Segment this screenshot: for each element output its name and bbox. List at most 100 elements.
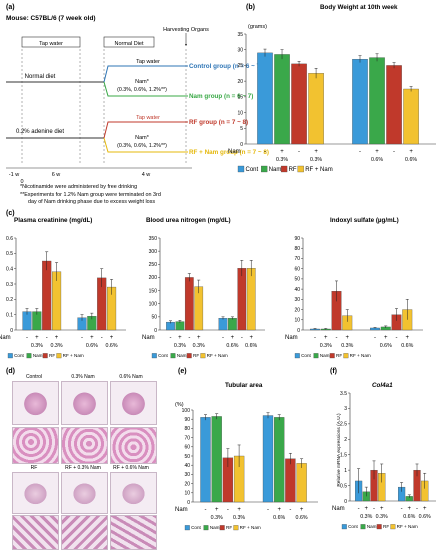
- bar: [262, 415, 274, 503]
- y-tick-label: 0: [240, 142, 243, 148]
- panel-tag: (b): [246, 4, 255, 11]
- panel-tag: (e): [178, 368, 187, 375]
- legend-swatch: [343, 353, 349, 359]
- adenine-diet-label: 0.2% adenine diet: [16, 129, 64, 135]
- nam-sign: +: [405, 335, 409, 341]
- nam-sign: +: [90, 335, 94, 341]
- tap-water-label-1: Tap water: [136, 59, 160, 65]
- time-label: 6 w: [52, 172, 61, 178]
- tap-water-box: [21, 36, 81, 48]
- nam-sign: -: [373, 506, 375, 512]
- legend-label: RF: [193, 353, 199, 358]
- nam-sign: -: [359, 149, 361, 155]
- chart-title: Blood urea nitrogen (mg/dL): [146, 217, 231, 224]
- nam-sign: +: [178, 335, 182, 341]
- y-tick-label: 250: [149, 262, 158, 268]
- y-tick-label: 30: [294, 297, 300, 303]
- histology-zoom-image: [110, 515, 157, 550]
- bar: [352, 58, 368, 145]
- y-tick-label: 0.2: [6, 297, 13, 303]
- nam-sign: -: [393, 149, 395, 155]
- nam-sign: -: [396, 335, 398, 341]
- bar: [296, 463, 307, 503]
- nam-sign: -: [101, 335, 103, 341]
- group-nam: Nam group (n = 6 ~ 7): [189, 93, 253, 100]
- legend-swatch: [42, 353, 48, 359]
- y-tick-label: 90: [294, 236, 300, 242]
- legend-swatch: [297, 165, 304, 173]
- nam-dose: 0.6%: [296, 515, 308, 521]
- nam-sign: -: [222, 335, 224, 341]
- nam-sign: -: [374, 335, 376, 341]
- legend-label: RF: [49, 353, 55, 358]
- chart-title: Tubular area: [225, 382, 263, 389]
- bar: [403, 88, 419, 145]
- legend-label: Cont: [348, 524, 358, 529]
- nam-dose: 0.3%: [233, 515, 245, 521]
- y-tick-label: 0.4: [6, 266, 13, 272]
- nam-sign: +: [423, 506, 427, 512]
- nam-dose: 0.6%: [226, 343, 238, 349]
- nam-dose: 0.3%: [211, 515, 223, 521]
- group-rf-nam: RF + Nam group (n = 7 ~ 8): [189, 149, 269, 156]
- chart-title: Indoxyl sulfate (µg/mL): [330, 217, 399, 224]
- histology-image: [12, 381, 59, 425]
- nam-sign: +: [409, 149, 413, 155]
- nam-sign: -: [267, 507, 269, 513]
- normal-diet-box: [103, 36, 155, 48]
- y-axis-label: (grams): [248, 24, 267, 30]
- panel-d-tag: (d): [6, 368, 15, 375]
- nam-sign: +: [110, 335, 114, 341]
- nam-sign: +: [197, 335, 201, 341]
- legend-swatch: [376, 524, 382, 530]
- chart-title: Plasma creatinine (mg/dL): [14, 217, 92, 224]
- nam-branch: [103, 81, 188, 97]
- bar: [200, 417, 211, 503]
- y-tick-label: 1: [344, 468, 347, 474]
- normal-diet-label: Normal diet: [25, 74, 56, 80]
- panel-a-tag: (a): [6, 4, 15, 11]
- legend-label: Cont: [191, 525, 201, 530]
- legend-label: RF + Nam: [350, 353, 371, 358]
- legend-label: RF + Nam: [240, 525, 261, 530]
- legend-swatch: [280, 165, 288, 173]
- y-tick-label: 100: [149, 302, 158, 308]
- bar: [386, 65, 402, 145]
- y-tick-label: 0.6: [6, 236, 13, 242]
- nam-sign: -: [26, 335, 28, 341]
- legend-label: Nam: [210, 525, 220, 530]
- y-tick-label: 10: [294, 318, 300, 324]
- nam-dose: 0.6%: [401, 343, 413, 349]
- y-tick-label: 1.5: [340, 453, 347, 459]
- nam-sign: -: [188, 335, 190, 341]
- legend-swatch: [26, 353, 32, 359]
- bar: [285, 458, 296, 503]
- histology-image: [110, 472, 157, 514]
- nam-dose: 0.6%: [405, 157, 417, 163]
- legend-label: Nam: [320, 353, 330, 358]
- y-tick-label: 350: [149, 236, 158, 242]
- y-tick-label: 0.3: [6, 282, 13, 288]
- legend-label: Nam: [177, 353, 187, 358]
- nam-dose: 0.6%: [419, 514, 431, 520]
- y-tick-label: 15: [237, 95, 243, 101]
- chart-title: Body Weight at 10th week: [320, 4, 398, 11]
- time-label: -1 w: [9, 172, 19, 178]
- legend-label: Cont: [14, 353, 24, 358]
- rf-branch: [103, 121, 188, 139]
- nam-sign: +: [345, 335, 349, 341]
- y-tick-label: 50: [184, 454, 190, 460]
- legend-swatch: [170, 353, 176, 359]
- y-tick-label: 50: [151, 315, 157, 321]
- histo-bottom-label: RF + 0.6% Nam: [113, 465, 149, 471]
- y-axis-label: Relative mRNA expressions (A.U.): [336, 413, 342, 487]
- panel-c-tag: (c): [6, 210, 15, 217]
- histology-image: [110, 381, 157, 425]
- nam-sign: -: [298, 149, 300, 155]
- nam-dose: 0.6%: [106, 343, 118, 349]
- histo-bottom-label: RF: [31, 465, 38, 471]
- histology-image: [12, 472, 59, 514]
- y-tick-label: 10: [237, 110, 243, 116]
- bar: [274, 54, 290, 145]
